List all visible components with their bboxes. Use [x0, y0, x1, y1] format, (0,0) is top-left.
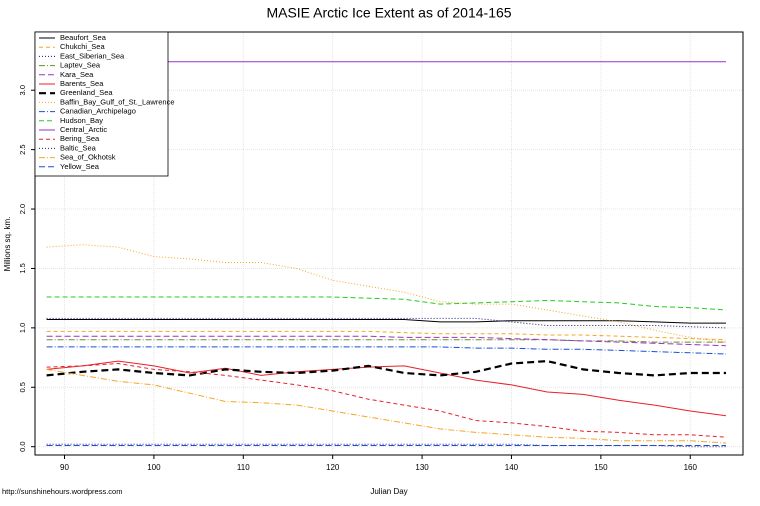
series-line: [46, 346, 727, 355]
legend-label: Canadian_Archipelago: [60, 107, 136, 116]
x-tick-label: 160: [684, 463, 698, 472]
series-line: [46, 296, 727, 311]
legend-label: East_Siberian_Sea: [60, 51, 125, 60]
y-tick-label: 1.0: [18, 323, 27, 333]
legend-label: Central_Arctic: [60, 125, 107, 134]
x-tick-label: 100: [147, 463, 161, 472]
legend-label: Beaufort_Sea: [60, 33, 107, 42]
legend-label: Bering_Sea: [60, 134, 100, 143]
series-line: [46, 330, 727, 341]
series-line: [46, 335, 727, 347]
x-tick-label: 140: [505, 463, 519, 472]
legend-label: Laptev_Sea: [60, 61, 101, 70]
y-axis-label: Millions sq. km.: [3, 217, 12, 272]
y-tick-label: 3.0: [18, 85, 27, 95]
chart-title: MASIE Arctic Ice Extent as of 2014-165: [266, 5, 511, 21]
legend-label: Kara_Sea: [60, 70, 94, 79]
footer: http://sunshinehours.wordpress.com: [2, 487, 122, 496]
legend-label: Greenland_Sea: [60, 88, 113, 97]
legend-label: Barents_Sea: [60, 79, 104, 88]
legend-label: Baltic_Sea: [60, 143, 97, 152]
x-axis-label: Julian Day: [370, 487, 407, 496]
series-line: [46, 360, 727, 417]
x-tick-label: 120: [326, 463, 340, 472]
series-line: [46, 317, 727, 329]
x-tick-label: 90: [60, 463, 69, 472]
legend-label: Hudson_Bay: [60, 116, 103, 125]
y-tick-label: 0.5: [18, 382, 27, 392]
legend-label: Sea_of_Okhotsk: [60, 153, 116, 162]
series-line: [46, 339, 726, 343]
series-line: [46, 319, 726, 324]
y-tick-label: 2.5: [18, 144, 27, 154]
series-line: [46, 362, 727, 438]
legend-label: Baffin_Bay_Gulf_of_St._Lawrence: [60, 97, 175, 106]
series-line: [46, 368, 727, 444]
y-tick-label: 0.0: [18, 441, 27, 451]
legend: Beaufort_SeaChukchi_SeaEast_Siberian_Sea…: [34, 31, 175, 177]
plot-frame: [34, 31, 744, 456]
y-tick-label: 2.0: [18, 204, 27, 214]
series-line: [46, 244, 727, 343]
series-line: [46, 359, 726, 377]
legend-label: Chukchi_Sea: [60, 42, 105, 51]
series-line: [46, 443, 726, 448]
legend-box: [34, 31, 169, 177]
legend-label: Yellow_Sea: [60, 162, 100, 171]
y-tick-label: 1.5: [18, 263, 27, 273]
x-tick-label: 130: [415, 463, 429, 472]
x-tick-label: 150: [594, 463, 608, 472]
x-tick-label: 110: [237, 463, 250, 472]
